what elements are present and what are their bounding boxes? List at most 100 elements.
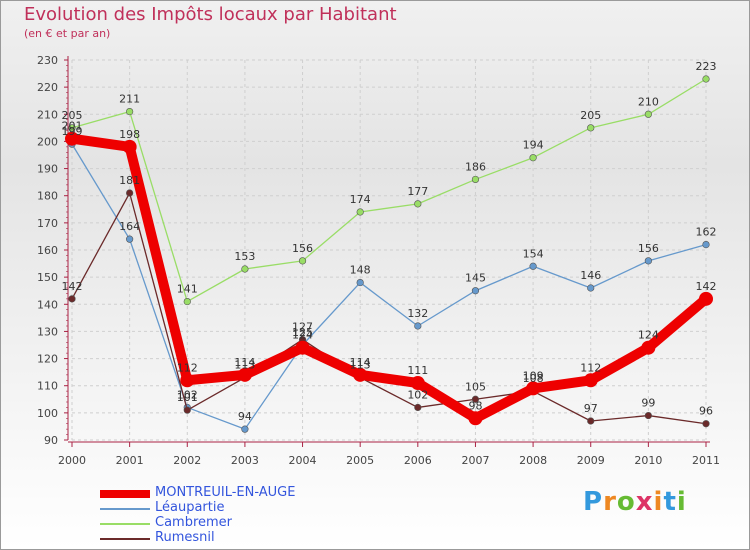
data-label: 94 — [238, 410, 252, 423]
data-label: 199 — [62, 125, 83, 138]
data-point — [644, 110, 652, 118]
x-tick-label: 2011 — [692, 454, 720, 467]
x-tick-label: 2002 — [173, 454, 201, 467]
data-label: 98 — [468, 399, 482, 412]
data-point — [65, 131, 79, 146]
data-point — [641, 340, 656, 355]
y-tick-label: 210 — [37, 108, 58, 121]
logo-letter: i — [676, 487, 687, 517]
data-point — [526, 381, 541, 396]
data-label: 125 — [292, 326, 313, 339]
data-label: 112 — [580, 361, 601, 374]
data-label: 124 — [292, 329, 313, 342]
data-point — [237, 367, 252, 382]
y-axis: 90 100 110 120 130 140 150 160 170 180 190 200 210 22… — [37, 54, 69, 447]
y-tick-label: 90 — [44, 434, 58, 447]
data-point — [529, 262, 537, 270]
data-label: 156 — [638, 242, 659, 255]
y-tick-label: 150 — [37, 271, 58, 284]
y-tick-label: 180 — [37, 190, 58, 203]
data-point — [122, 139, 137, 154]
data-point — [529, 154, 537, 162]
data-point — [295, 340, 310, 355]
data-label: 99 — [641, 397, 655, 410]
legend-swatch — [100, 490, 150, 498]
x-tick-label: 2010 — [634, 454, 662, 467]
data-point — [298, 257, 307, 265]
data-label: 148 — [350, 264, 371, 277]
data-point — [587, 417, 595, 425]
data-point — [183, 406, 191, 414]
logo-letter: t — [663, 487, 677, 517]
data-point — [583, 373, 598, 388]
data-label: 181 — [119, 174, 140, 187]
data-point — [356, 208, 364, 216]
data-point — [126, 107, 134, 116]
series-line-2 — [71, 78, 707, 303]
data-point — [183, 297, 191, 306]
data-point — [410, 376, 425, 390]
data-label: 142 — [62, 280, 83, 293]
data-point — [68, 124, 76, 132]
legend-label: Léaupartie — [155, 500, 225, 515]
y-tick-label: 130 — [37, 325, 58, 338]
y-tick-label: 230 — [37, 54, 58, 67]
logo-letter: i — [653, 487, 664, 517]
data-label: 132 — [407, 307, 428, 320]
data-label: 124 — [638, 329, 659, 342]
data-point — [414, 403, 422, 412]
data-label: 174 — [350, 193, 371, 206]
legend-swatch — [100, 538, 150, 540]
data-label: 102 — [407, 388, 428, 401]
data-point — [126, 189, 134, 197]
data-label: 112 — [177, 361, 198, 374]
x-tick-label: 2000 — [58, 454, 86, 467]
data-point — [644, 257, 652, 265]
data-label: 162 — [696, 226, 717, 239]
x-tick-label: 2003 — [231, 454, 259, 467]
data-label: 164 — [119, 220, 140, 233]
x-tick-label: 2009 — [577, 454, 605, 467]
data-point — [702, 240, 710, 249]
legend-swatch — [100, 508, 150, 510]
series-layer — [65, 75, 713, 433]
logo-letter: x — [635, 487, 654, 517]
data-point — [356, 278, 364, 287]
x-tick-label: 2005 — [346, 454, 374, 467]
data-label: 205 — [62, 109, 83, 122]
data-label: 211 — [119, 93, 140, 106]
chart-subtitle: (en € et par an) — [24, 27, 111, 40]
data-point — [414, 322, 422, 330]
data-label: 177 — [407, 185, 428, 198]
data-label: 154 — [523, 247, 544, 260]
data-point — [702, 75, 710, 83]
y-tick-label: 120 — [37, 353, 58, 366]
x-tick-label: 2004 — [289, 454, 317, 467]
data-point — [699, 291, 713, 306]
data-label: 194 — [523, 139, 544, 152]
y-tick-label: 190 — [37, 163, 58, 176]
y-tick-label: 140 — [37, 298, 58, 311]
y-tick-label: 160 — [37, 244, 58, 257]
y-tick-label: 110 — [37, 380, 58, 393]
data-label: 142 — [696, 280, 717, 293]
data-point — [587, 124, 595, 132]
legend-label: MONTREUIL-EN-AUGE — [155, 485, 296, 500]
logo-letter: r — [603, 487, 617, 517]
logo-letter: P — [583, 487, 604, 517]
data-label: 153 — [234, 250, 255, 263]
chart-title: Evolution des Impôts locaux par Habitant — [24, 4, 397, 25]
data-label: 186 — [465, 160, 486, 173]
legend-swatch — [100, 523, 150, 525]
data-labels: 205 211 141 153 156 174 177 186 194 205 210 223 199 1… — [62, 60, 717, 423]
x-tick-label: 2001 — [116, 454, 144, 467]
data-label: 113 — [234, 359, 255, 372]
data-label: 201 — [62, 120, 83, 133]
legend-label: Cambremer — [155, 515, 233, 530]
data-label: 102 — [177, 388, 198, 401]
x-axis: 2000 2001 2002 2003 2004 2005 2006 2007 2008 2009… — [58, 441, 720, 467]
data-point — [353, 367, 368, 382]
data-point — [68, 295, 76, 303]
